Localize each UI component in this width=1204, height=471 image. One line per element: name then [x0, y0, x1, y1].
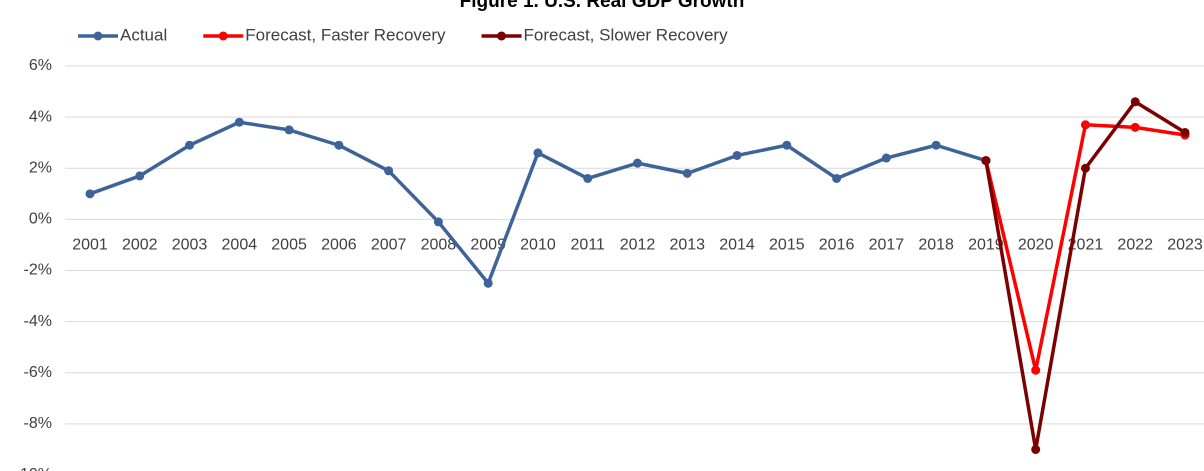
x-tick-label: 2015 [769, 237, 805, 254]
point [1031, 444, 1041, 454]
x-tick-label: 2012 [620, 237, 656, 254]
x-tick-label: 2022 [1117, 237, 1153, 254]
point [633, 158, 642, 168]
point [732, 150, 742, 160]
x-tick-label: 2017 [869, 237, 905, 254]
x-tick-label: 2018 [918, 237, 954, 254]
point [1180, 127, 1190, 137]
y-tick-label: -2% [24, 262, 52, 279]
point [85, 189, 95, 199]
legend-label: Forecast, Slower Recovery [524, 25, 729, 44]
x-tick-label: 2009 [470, 237, 506, 254]
x-tick-label: 2006 [321, 237, 357, 254]
y-tick-label: -4% [24, 313, 52, 330]
x-tick-label: 2010 [520, 237, 556, 254]
y-tick-label: -6% [24, 364, 52, 381]
x-tick-label: 2004 [222, 237, 258, 254]
y-tick-label: -10% [15, 466, 52, 471]
point [1031, 365, 1041, 375]
x-tick-label: 2008 [421, 237, 457, 254]
x-tick-label: 2001 [72, 237, 108, 254]
point [881, 153, 891, 163]
point [1130, 122, 1140, 132]
x-tick-label: 2005 [271, 237, 307, 254]
series-line [89, 120, 987, 286]
x-tick-label: 2013 [669, 237, 705, 254]
point [682, 168, 692, 178]
point [185, 140, 195, 150]
x-tick-label: 2021 [1068, 237, 1104, 254]
chart-title: Figure 1. U.S. Real GDP Growth [460, 0, 745, 12]
legend-label: Forecast, Faster Recovery [245, 25, 446, 44]
y-tick-label: 0% [29, 211, 52, 228]
x-tick-label: 2007 [371, 237, 407, 254]
y-tick-label: 4% [29, 108, 52, 125]
point [782, 140, 792, 150]
point [1130, 97, 1140, 107]
point [135, 171, 145, 181]
legend-marker [218, 31, 228, 41]
point [931, 140, 941, 150]
legend-marker [93, 31, 103, 41]
y-tick-label: 6% [29, 57, 52, 74]
point [583, 173, 593, 183]
x-tick-label: 2023 [1167, 237, 1203, 254]
x-tick-label: 2011 [571, 237, 606, 254]
x-tick-label: 2019 [968, 237, 1004, 254]
y-tick-label: 2% [29, 159, 52, 176]
point [384, 166, 394, 176]
y-tick-label: -8% [24, 415, 52, 432]
point [832, 173, 842, 183]
x-tick-label: 2020 [1018, 237, 1054, 254]
point [334, 140, 344, 150]
point [533, 148, 543, 158]
point [234, 117, 244, 127]
x-tick-label: 2014 [719, 237, 755, 254]
legend-label: Actual [120, 25, 167, 44]
point [483, 278, 493, 288]
point [1080, 120, 1090, 130]
x-tick-label: 2003 [172, 237, 208, 254]
point [981, 156, 991, 166]
point [284, 125, 294, 135]
x-tick-label: 2016 [819, 237, 855, 254]
x-tick-label: 2002 [122, 237, 158, 254]
legend-marker [497, 31, 507, 41]
point [433, 217, 443, 227]
point [1080, 163, 1090, 173]
series-line [984, 100, 1186, 452]
